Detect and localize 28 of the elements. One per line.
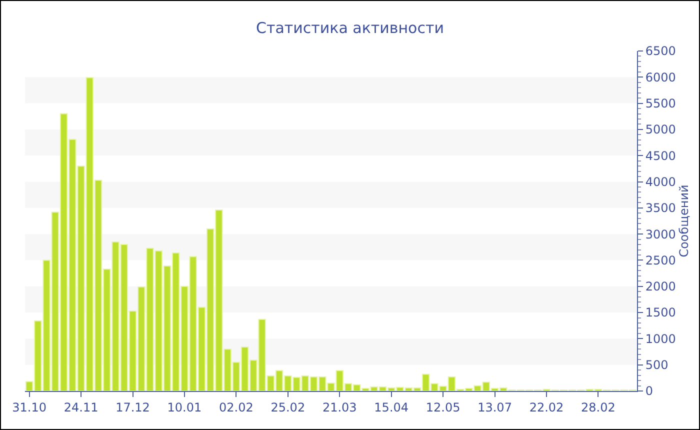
x-tick-label: 15.04 xyxy=(374,400,409,414)
y-tick-label: 5000 xyxy=(645,122,676,137)
y-tick-label: 3000 xyxy=(645,227,676,242)
x-tick-label: 17.12 xyxy=(116,400,150,414)
x-tick-label: 13.07 xyxy=(478,400,512,414)
y-tick-label: 1500 xyxy=(645,306,676,320)
x-tick-label: 28.02 xyxy=(581,400,616,414)
y-tick-label: 6500 xyxy=(645,44,676,58)
x-tick-label: 25.02 xyxy=(270,400,306,414)
x-tick-label: 02.02 xyxy=(219,400,254,414)
y-tick-label: 4000 xyxy=(645,174,676,189)
y-tick-label: 2000 xyxy=(645,280,676,294)
y-axis-title: Сообщений xyxy=(676,184,691,258)
y-tick-label: 2500 xyxy=(645,253,676,268)
x-tick-label: 10.01 xyxy=(167,400,202,414)
x-tick-label: 24.11 xyxy=(64,400,98,414)
chart-title: Статистика активности xyxy=(256,18,444,37)
y-tick-label: 0 xyxy=(645,384,654,398)
x-tick-label: 21.03 xyxy=(322,400,357,414)
x-tick-label: 31.10 xyxy=(12,400,46,414)
y-tick-label: 4500 xyxy=(645,148,676,163)
x-tick-label: 22.02 xyxy=(529,400,564,414)
y-tick-label: 6000 xyxy=(645,70,676,84)
y-tick-label: 1000 xyxy=(645,332,676,346)
x-tick-label: 12.05 xyxy=(426,400,460,414)
y-tick-label: 500 xyxy=(645,358,668,372)
y-tick-label: 5500 xyxy=(645,96,676,111)
y-tick-label: 3500 xyxy=(645,201,676,216)
